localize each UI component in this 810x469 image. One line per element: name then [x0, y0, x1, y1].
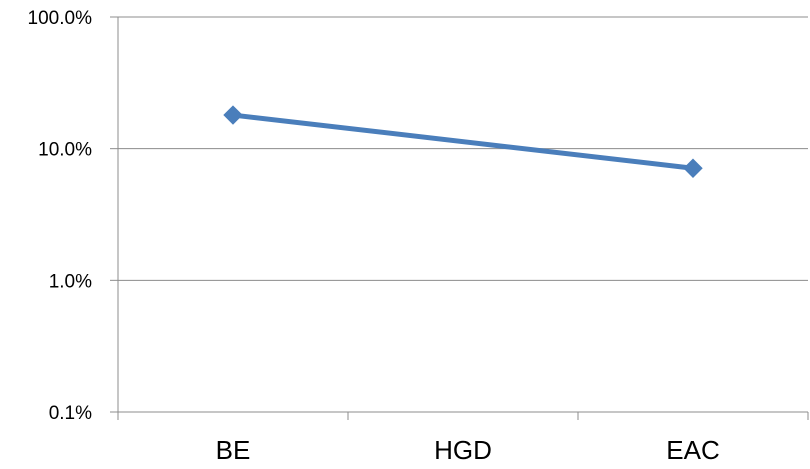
y-axis-tick-labels: 0.1% 1.0% 10.0% 100.0%	[28, 8, 93, 424]
data-series	[223, 105, 703, 178]
y-tick-label: 10.0%	[38, 140, 92, 161]
y-tick-label: 100.0%	[28, 8, 93, 29]
data-point-marker	[683, 158, 703, 178]
x-tick-label: BE	[216, 435, 251, 465]
x-axis-tick-labels: BE HGD EAC	[216, 435, 720, 465]
y-tick-label: 1.0%	[49, 271, 92, 292]
y-tick-label: 0.1%	[49, 403, 92, 424]
axes	[110, 16, 809, 420]
data-point-marker	[223, 105, 243, 125]
series-line	[230, 112, 696, 171]
gridlines	[118, 16, 808, 281]
x-tick-label: EAC	[666, 435, 719, 465]
x-tick-label: HGD	[434, 435, 492, 465]
